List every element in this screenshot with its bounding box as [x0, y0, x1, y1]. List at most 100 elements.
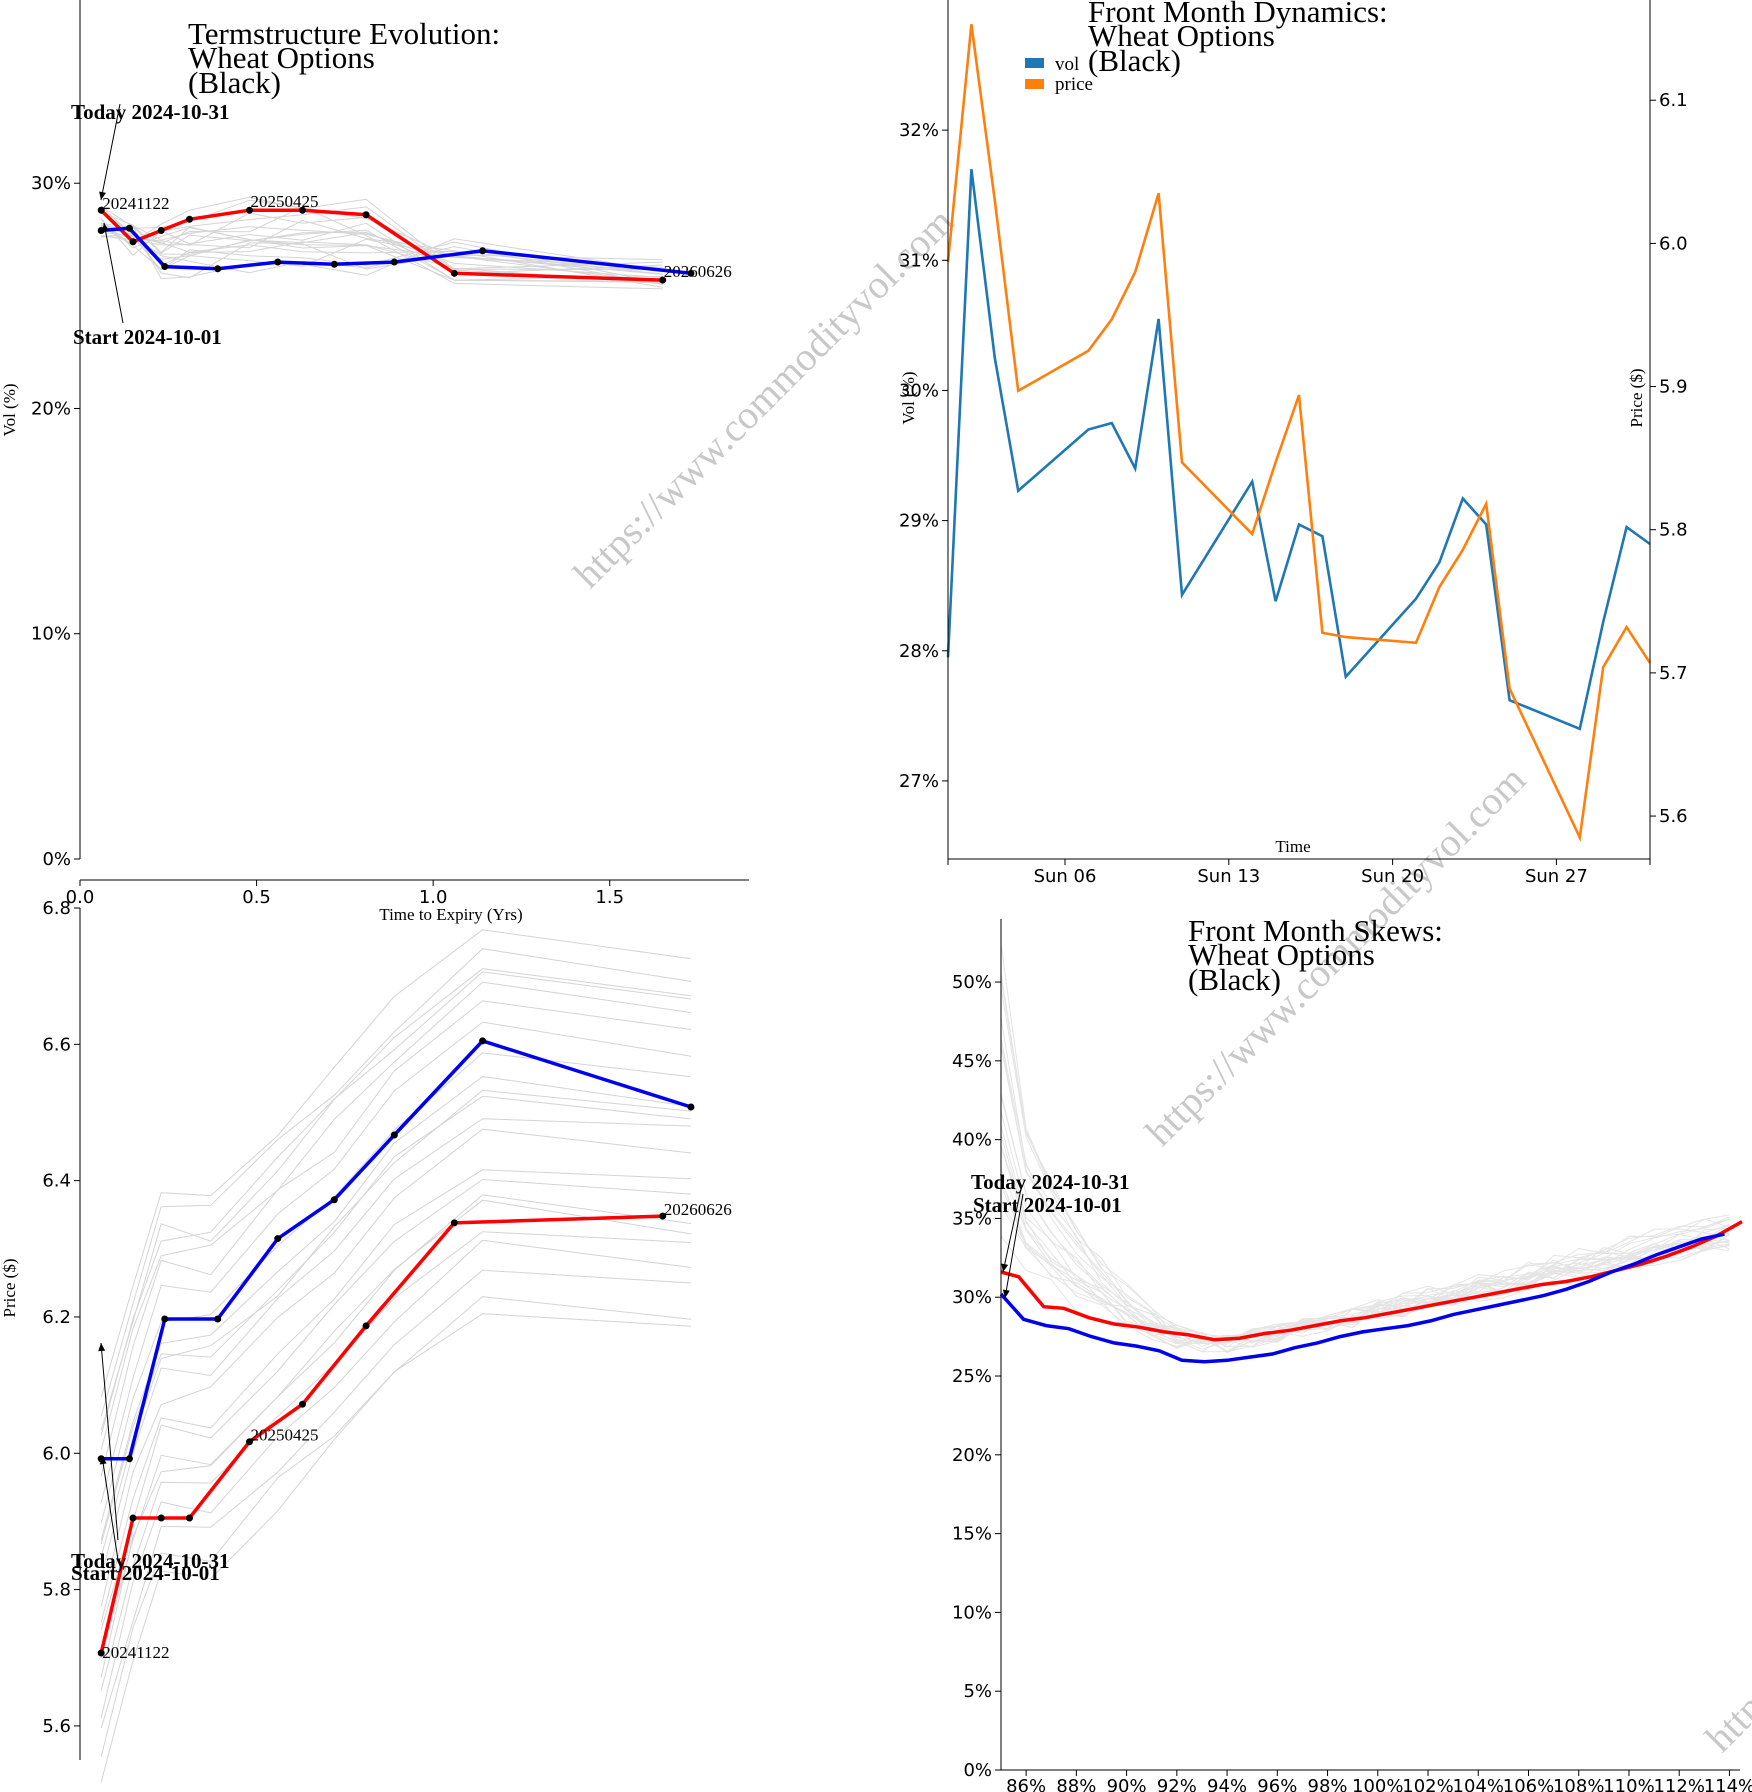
y-tick-label: 32% [899, 120, 939, 141]
series-line-vol [946, 169, 1651, 731]
chart-title-line-2: Wheat Options [188, 40, 375, 75]
series-layer [97, 206, 695, 284]
axes-layer: 5.6 5.8 6.0 6.2 6.4 6.6 6.8 [42, 898, 119, 1760]
y-right-tick-label: 5.8 [1659, 520, 1688, 541]
point-label: 20250425 [251, 1426, 319, 1445]
point-label: 20241122 [102, 1643, 169, 1662]
x-tick-label: 98% [1308, 1776, 1348, 1792]
data-point-start [330, 260, 338, 268]
data-point-today [659, 1212, 667, 1220]
y-tick-label: 0% [963, 1760, 992, 1781]
y-right-tick-label: 5.9 [1659, 377, 1688, 398]
chart-title-line-3: (Black) [1088, 43, 1181, 78]
y-tick-label: 31% [899, 250, 939, 271]
annotation-today-arrow-head [1001, 1263, 1009, 1272]
history-curve [100, 1089, 692, 1558]
x-tick-label: 102% [1402, 1776, 1453, 1792]
data-point-start [687, 269, 695, 277]
x-tick-label: 1.0 [419, 887, 448, 908]
chart-title-line-2: Wheat Options [1088, 18, 1275, 53]
annotation-start: Start 2024-10-01 [973, 1193, 1122, 1217]
axes-layer: 0% 5% 10% 15% 20% 25% 30% 35% 40% 45% 50% 86% 88% 90%… [952, 919, 1752, 1792]
annotation-today-arrow-line [100, 103, 121, 201]
point-label: 20250425 [251, 192, 319, 211]
data-point-start [390, 1131, 398, 1139]
x-tick-label: 108% [1553, 1776, 1604, 1792]
y-tick-label: 15% [952, 1524, 992, 1545]
x-tick-label: 86% [1006, 1776, 1046, 1792]
y-tick-label: 0% [42, 849, 71, 870]
x-tick-label: 110% [1603, 1776, 1654, 1792]
chart-title-line-1: Front Month Skews: [1188, 913, 1443, 948]
history-curve [1000, 943, 1730, 1342]
annotation-today: Today 2024-10-31 [971, 1170, 1130, 1194]
data-point-today [450, 269, 458, 277]
x-tick-label: Sun 27 [1525, 866, 1588, 887]
x-tick-label: Sun 20 [1361, 866, 1424, 887]
y-tick-label: 27% [899, 771, 939, 792]
front-month-dynamics-panel: 27% 28% 29% 30% 31% 32% 5.6 5.7 5.8 5.9 6.0 6.1 Sun … [899, 0, 1688, 887]
x-tick-label: Sun 13 [1197, 866, 1260, 887]
x-tick-label: 0.0 [66, 887, 95, 908]
axes-layer: 0% 10% 20% 30% 0.0 0.5 1.0 1.5 [31, 0, 749, 908]
history-curve [100, 1313, 692, 1783]
history-curve [100, 1296, 692, 1757]
data-point-start [479, 247, 487, 255]
x-tick-label: 1.5 [595, 887, 624, 908]
y-tick-label: 5.6 [42, 1716, 71, 1737]
history-curve [100, 1021, 692, 1503]
data-point-today [97, 1649, 105, 1657]
y-tick-label: 10% [31, 624, 71, 645]
axes-layer: 27% 28% 29% 30% 31% 32% 5.6 5.7 5.8 5.9 6.0 6.1 Sun … [899, 0, 1688, 887]
y-right-tick-label: 5.7 [1659, 663, 1688, 684]
y-right-tick-label: 5.6 [1659, 806, 1688, 827]
x-tick-label: 100% [1352, 1776, 1403, 1792]
history-curve [100, 1194, 692, 1658]
y-tick-label: 5% [963, 1681, 992, 1702]
y-tick-label: 5.8 [42, 1580, 71, 1601]
data-point-start [390, 258, 398, 266]
history-curves [100, 929, 692, 1783]
data-point-start [161, 263, 169, 271]
data-point-today [129, 1514, 137, 1522]
legend-label-vol: vol [1055, 54, 1079, 75]
data-point-start [125, 1455, 133, 1463]
history-curve [100, 1269, 692, 1729]
annotation-start-arrow-line [101, 1455, 119, 1561]
history-curve [100, 206, 663, 283]
y-right-tick-label: 6.0 [1659, 233, 1688, 254]
data-point-today [450, 1219, 458, 1227]
series-line-price [946, 24, 1652, 843]
data-point-today [298, 1400, 306, 1408]
y-tick-label: 6.2 [42, 1307, 71, 1328]
data-point-start [274, 1235, 282, 1243]
series-layer [999, 1220, 1743, 1364]
history-curve [100, 1052, 692, 1524]
annotation-start-arrow-line [103, 222, 124, 324]
y-tick-label: 30% [31, 173, 71, 194]
y-tick-label: 6.4 [42, 1171, 71, 1192]
annotation-start: Start 2024-10-01 [73, 325, 222, 349]
history-curve [100, 1239, 692, 1718]
series-layer [97, 1037, 695, 1657]
data-point-start [330, 1196, 338, 1204]
history-curve [100, 1231, 692, 1691]
chart-title-line-3: (Black) [188, 65, 281, 100]
data-point-start [161, 1315, 169, 1323]
point-labels: 20241122 20250425 20260626 [102, 1200, 732, 1662]
x-axis-label: Time to Expiry (Yrs) [379, 905, 522, 924]
annotation-start-arrow-head [102, 223, 109, 232]
annotation-start-arrow-line [1004, 1193, 1024, 1299]
data-point-today [362, 211, 370, 219]
y-axis-label: Price ($) [0, 1258, 19, 1317]
watermark-layer: https://www.commodityvol.comhttps://www.… [565, 199, 1752, 1761]
history-curve [1000, 1200, 1730, 1352]
point-label: 20260626 [664, 262, 732, 281]
history-curve [100, 1075, 692, 1540]
data-point-today [185, 1514, 193, 1522]
series-line-start [999, 1232, 1725, 1364]
history-curve [100, 1118, 692, 1577]
y-tick-label: 10% [952, 1602, 992, 1623]
chart-title-line-2: Wheat Options [1188, 937, 1375, 972]
